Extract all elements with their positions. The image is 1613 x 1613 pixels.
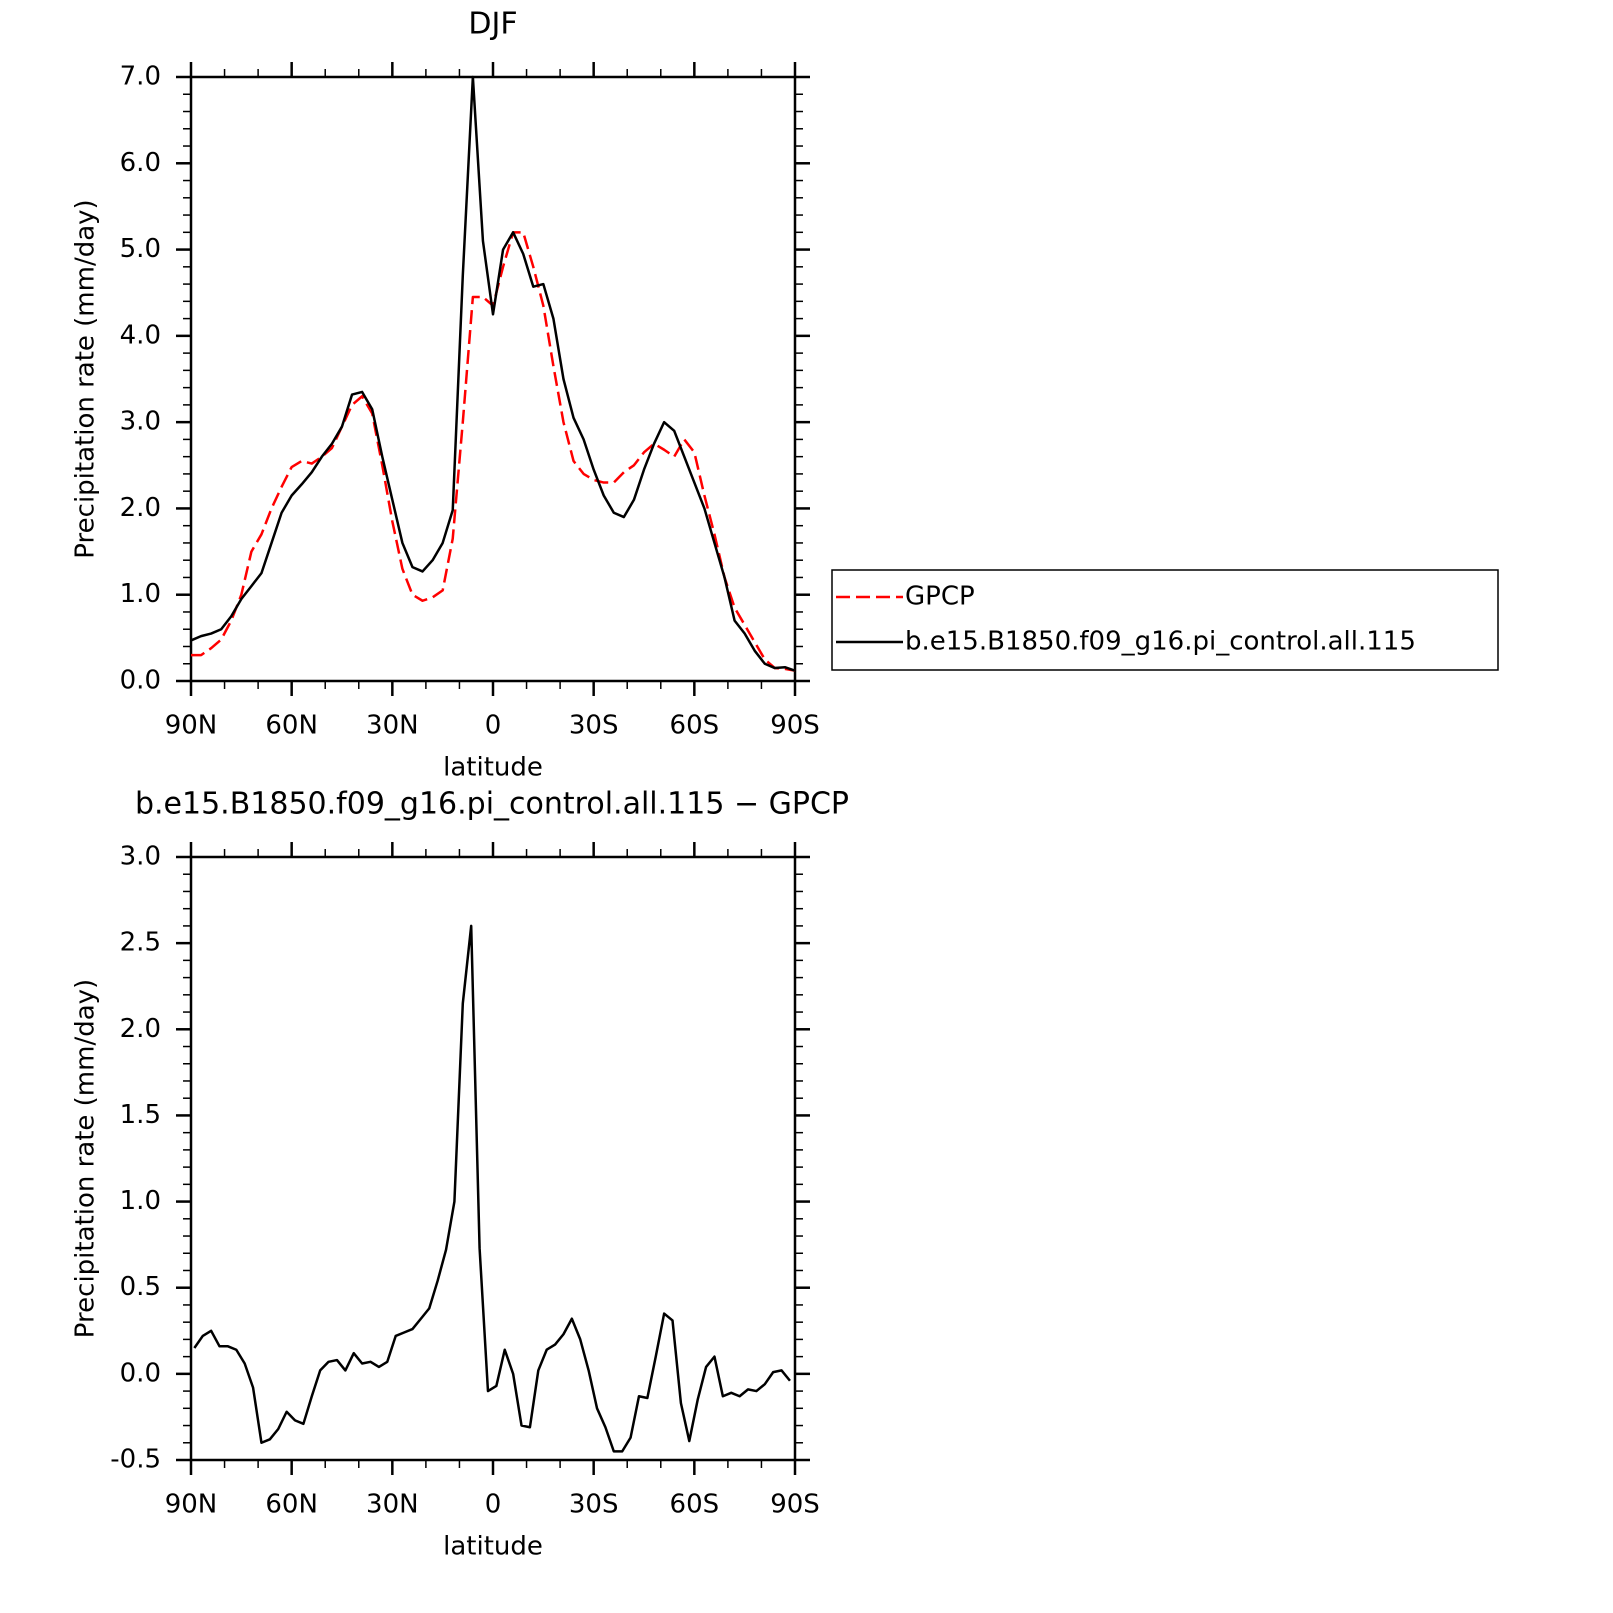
y-tick-label: 2.0 <box>120 493 161 523</box>
legend-label: b.e15.B1850.f09_g16.pi_control.all.115 <box>905 627 1416 657</box>
legend-label: GPCP <box>905 582 975 612</box>
y-tick-label: 5.0 <box>120 234 161 264</box>
x-tick-label: 30N <box>366 1490 419 1520</box>
y-tick-label: 3.0 <box>120 842 161 872</box>
y-tick-label: 1.0 <box>120 579 161 609</box>
x-tick-label: 0 <box>485 711 502 741</box>
x-tick-label: 30S <box>569 711 619 741</box>
y-tick-label: 6.0 <box>120 148 161 178</box>
x-tick-label: 60N <box>265 711 318 741</box>
x-tick-label: 90N <box>165 711 218 741</box>
y-tick-label: 1.0 <box>120 1186 161 1216</box>
x-tick-label: 60N <box>265 1490 318 1520</box>
y-tick-label: 4.0 <box>120 320 161 350</box>
x-tick-label: 90S <box>770 711 820 741</box>
y-tick-label: 0.0 <box>120 666 161 696</box>
y-tick-label: -0.5 <box>110 1445 161 1475</box>
series-line <box>193 924 791 1453</box>
y-tick-label: 0.0 <box>120 1358 161 1388</box>
chart-title: b.e15.B1850.f09_g16.pi_control.all.115 −… <box>135 787 849 822</box>
x-tick-label: 30S <box>569 1490 619 1520</box>
y-tick-label: 7.0 <box>120 62 161 92</box>
chart-title: DJF <box>468 7 517 42</box>
y-tick-label: 2.0 <box>120 1014 161 1044</box>
x-tick-label: 60S <box>670 1490 720 1520</box>
x-axis-label: latitude <box>443 753 543 783</box>
plot-frame <box>189 75 797 683</box>
x-tick-label: 30N <box>366 711 419 741</box>
y-axis-label: Precipitation rate (mm/day) <box>71 199 101 558</box>
y-axis-label: Precipitation rate (mm/day) <box>71 979 101 1338</box>
x-tick-label: 0 <box>485 1490 502 1520</box>
x-tick-label: 60S <box>670 711 720 741</box>
x-axis-label: latitude <box>443 1532 543 1562</box>
y-tick-label: 1.5 <box>120 1100 161 1130</box>
y-tick-label: 0.5 <box>120 1272 161 1302</box>
plot-frame <box>189 855 797 1462</box>
y-tick-label: 3.0 <box>120 407 161 437</box>
x-tick-label: 90S <box>770 1490 820 1520</box>
legend-box <box>831 569 1499 671</box>
y-tick-label: 2.5 <box>120 928 161 958</box>
x-tick-label: 90N <box>165 1490 218 1520</box>
series-line <box>190 75 796 672</box>
